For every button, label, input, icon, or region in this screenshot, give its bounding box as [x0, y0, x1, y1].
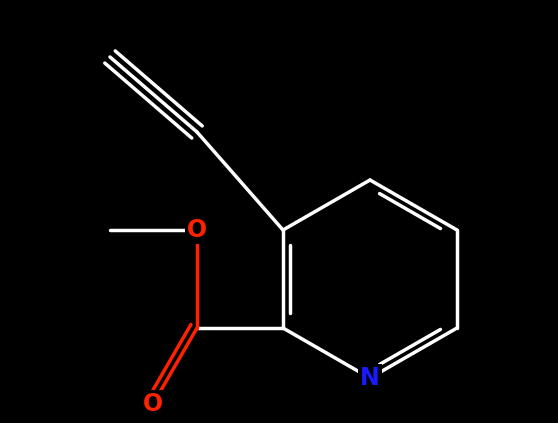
- Text: N: N: [360, 366, 380, 390]
- Text: O: O: [143, 392, 163, 416]
- Text: O: O: [187, 218, 207, 242]
